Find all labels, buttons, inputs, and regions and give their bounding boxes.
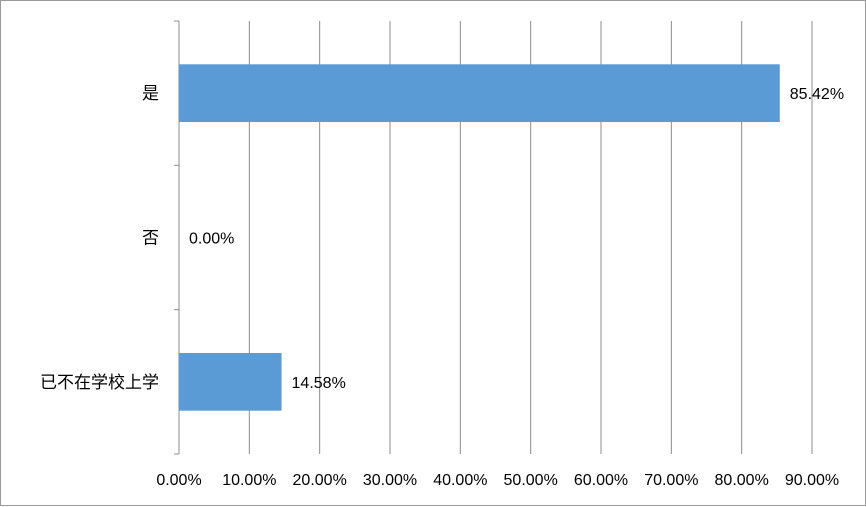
category-label: 否 xyxy=(142,229,159,249)
x-tick-label: 0.00% xyxy=(156,472,201,489)
x-tick-label: 90.00% xyxy=(785,472,839,489)
data-label: 14.58% xyxy=(292,375,346,392)
x-tick-label: 60.00% xyxy=(574,472,628,489)
data-label: 0.00% xyxy=(189,231,234,248)
category-axis xyxy=(174,20,180,455)
category-label: 已不在学校上学 xyxy=(40,373,159,393)
x-tick-label: 10.00% xyxy=(222,472,276,489)
x-tick-label: 50.00% xyxy=(504,472,558,489)
bar xyxy=(179,64,780,123)
x-tick-label: 70.00% xyxy=(644,472,698,489)
x-tick-label: 80.00% xyxy=(715,472,769,489)
x-tick-label: 30.00% xyxy=(363,472,417,489)
x-tick-label: 20.00% xyxy=(293,472,347,489)
data-labels: 85.42% 0.00% 14.58% xyxy=(189,86,844,392)
bar xyxy=(179,352,282,411)
x-tick-label: 40.00% xyxy=(433,472,487,489)
bars xyxy=(179,64,780,411)
category-label: 是 xyxy=(142,84,159,104)
x-tick-labels: 0.00% 10.00% 20.00% 30.00% 40.00% 50.00% 60.00… xyxy=(156,472,839,489)
data-label: 85.42% xyxy=(790,86,844,103)
